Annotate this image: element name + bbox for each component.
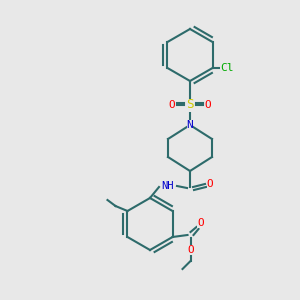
Text: O: O [207,179,213,189]
Text: O: O [197,218,204,228]
Text: Cl: Cl [220,63,233,73]
Text: NH: NH [162,181,174,191]
Text: S: S [186,98,194,112]
Text: O: O [187,245,194,255]
Text: O: O [205,100,212,110]
Text: N: N [187,120,194,130]
Text: O: O [169,100,176,110]
